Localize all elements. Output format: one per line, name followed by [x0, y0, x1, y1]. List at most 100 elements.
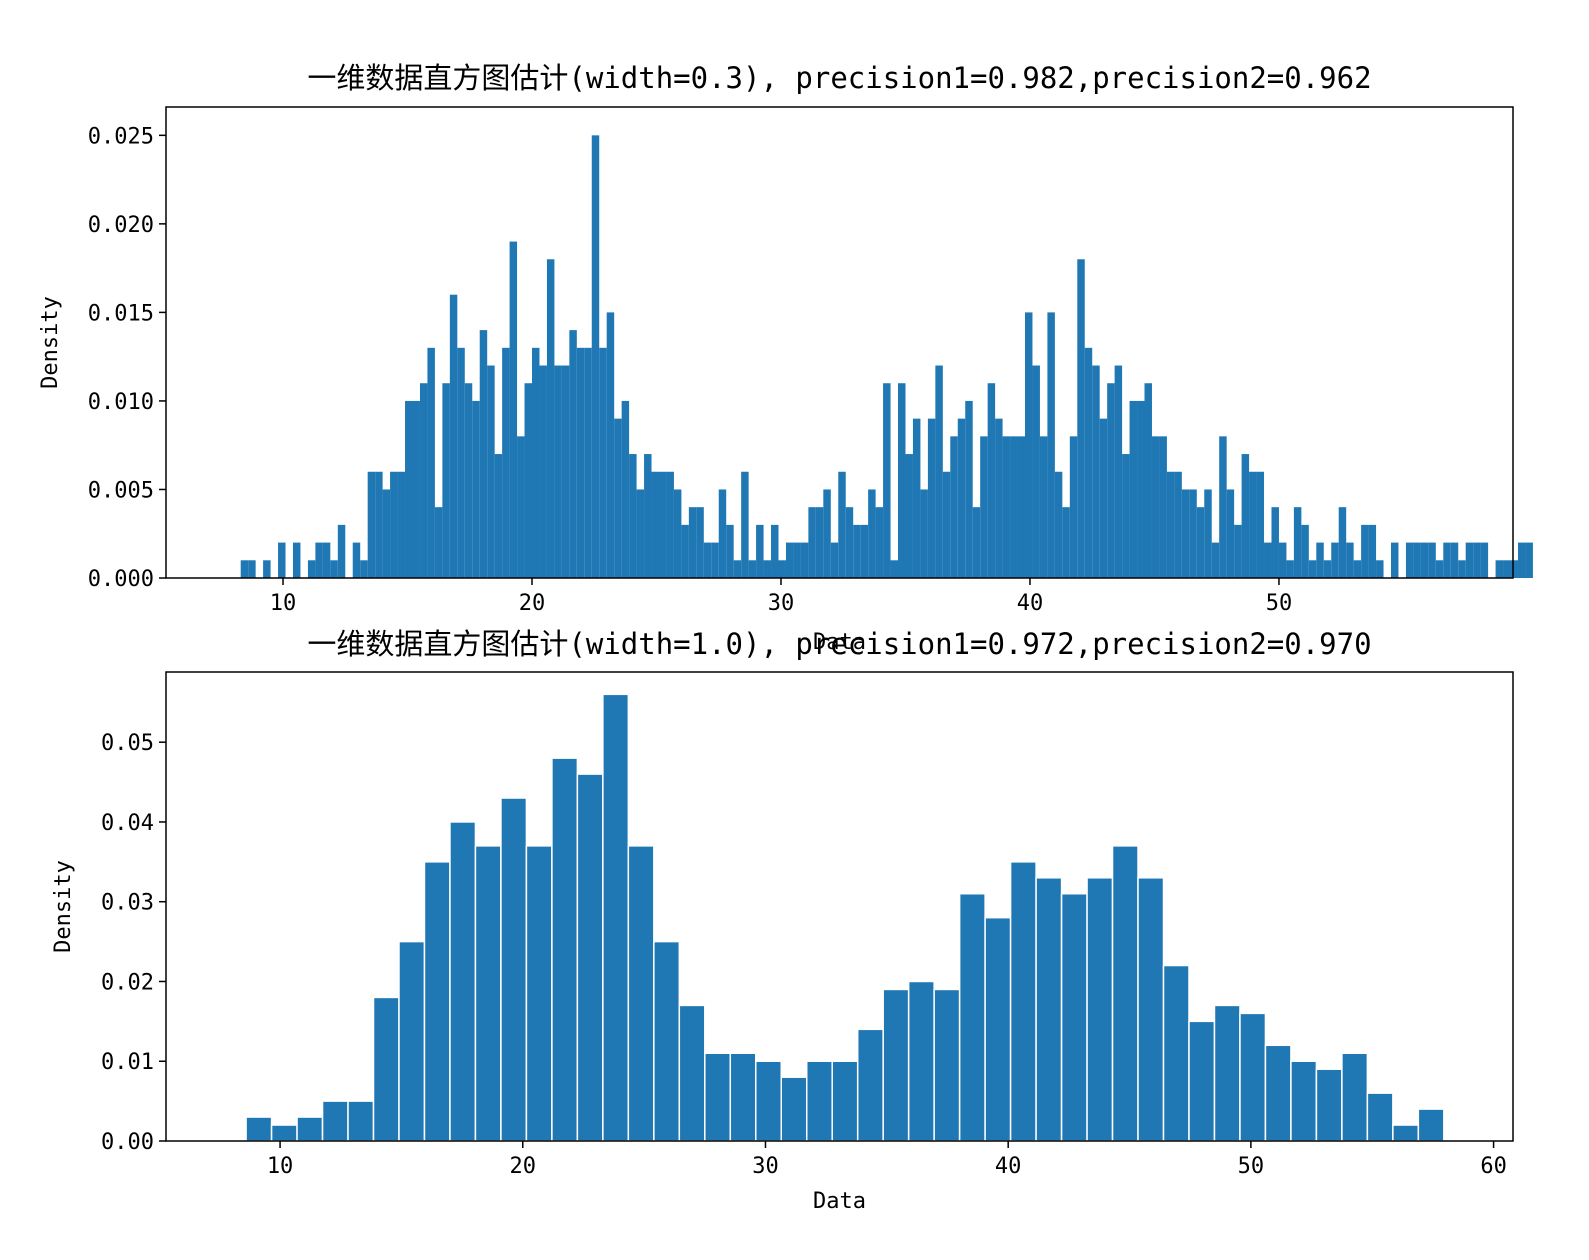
histogram-bar	[1099, 418, 1108, 578]
histogram-bar	[434, 507, 443, 578]
plot-frame	[165, 671, 1514, 1142]
histogram-bar	[965, 400, 973, 578]
histogram-bar	[1122, 454, 1130, 578]
x-tick-label: 20	[519, 591, 546, 616]
histogram-bar	[442, 383, 450, 578]
histogram-bar	[1301, 524, 1309, 578]
histogram-bar	[551, 757, 579, 1142]
histogram-bar	[412, 400, 420, 578]
histogram-bar	[627, 845, 655, 1142]
x-tick-label: 50	[1266, 591, 1293, 616]
histogram-bar	[1323, 560, 1332, 578]
histogram-bar	[472, 400, 480, 578]
histogram-bar	[1465, 542, 1474, 578]
histogram-bar	[1047, 312, 1055, 578]
histogram-bar	[398, 940, 426, 1142]
histogram-bar	[704, 1052, 732, 1142]
histogram-bar	[1144, 383, 1152, 578]
histogram-bar	[500, 797, 528, 1142]
y-tick-label: 0.000	[88, 567, 154, 592]
histogram-bar	[733, 560, 742, 578]
histogram-bar	[1271, 507, 1279, 578]
histogram-bar	[1278, 542, 1287, 578]
histogram-bar	[1174, 471, 1182, 578]
histogram-bar	[1239, 1012, 1267, 1142]
histogram-bar	[1077, 259, 1085, 578]
histogram-bar	[741, 471, 749, 578]
histogram-bar	[1376, 560, 1384, 578]
histogram-bar	[278, 542, 286, 578]
histogram-bar	[1188, 1020, 1216, 1142]
histogram-bar	[793, 542, 801, 578]
histogram-bar	[1069, 436, 1078, 578]
histogram-bar	[748, 560, 757, 578]
histogram-bar	[653, 940, 681, 1142]
histogram-bar	[457, 347, 465, 578]
histogram-bar	[1264, 1044, 1292, 1142]
x-tick-label: 60	[1480, 1154, 1507, 1179]
histogram-bar	[1353, 560, 1362, 578]
histogram-bar	[1458, 560, 1466, 578]
histogram-bar	[898, 383, 906, 578]
histogram-bar	[1062, 507, 1070, 578]
histogram-bar	[539, 365, 547, 578]
histogram-bar	[1129, 400, 1138, 578]
histogram-bar	[1162, 964, 1190, 1142]
histogram-bar	[321, 1100, 349, 1142]
histogram-bar	[935, 365, 943, 578]
histogram-bar	[1420, 542, 1429, 578]
y-tick-label: 0.03	[101, 891, 154, 916]
histogram-bar	[907, 980, 935, 1142]
chart-title: 一维数据直方图估计(width=1.0), precision1=0.972,p…	[307, 627, 1371, 661]
histogram-bar	[1366, 1092, 1394, 1142]
histogram-bar	[1503, 560, 1511, 578]
histogram-bar	[352, 542, 361, 578]
histogram-bar	[1346, 542, 1354, 578]
histogram-bar	[561, 365, 570, 578]
histogram-bar	[1060, 892, 1088, 1142]
histogram-bar	[576, 347, 585, 578]
histogram-bar	[591, 135, 600, 579]
histogram-bar	[423, 861, 451, 1142]
y-axis-label: Density	[38, 296, 63, 389]
histogram-bar	[1204, 489, 1212, 578]
histogram-bar	[474, 845, 502, 1142]
histogram-bar	[972, 507, 981, 578]
y-axis-label: Density	[51, 860, 76, 953]
histogram-bar	[890, 560, 899, 578]
histogram-bar	[1166, 471, 1175, 578]
histogram-bar	[1039, 436, 1048, 578]
histogram-bar	[382, 489, 391, 578]
x-tick-label: 40	[995, 1154, 1022, 1179]
histogram-bar	[927, 418, 936, 578]
histogram-bar	[1092, 365, 1100, 578]
histogram-bar	[711, 542, 719, 578]
histogram-bar	[1316, 542, 1324, 578]
histogram-bar	[957, 418, 966, 578]
histogram-bar	[1035, 877, 1063, 1142]
histogram-bar	[984, 916, 1012, 1142]
histogram-bar	[980, 436, 988, 578]
histogram-bar	[1181, 489, 1190, 578]
x-tick-label: 50	[1238, 1154, 1265, 1179]
histogram-bar	[785, 542, 794, 578]
bars	[245, 693, 1445, 1142]
histogram-bar	[509, 241, 518, 579]
histogram-bar	[1137, 400, 1145, 578]
histogram-bar	[360, 560, 368, 578]
histogram-bar	[831, 1060, 859, 1142]
histogram-bar	[678, 1004, 706, 1142]
y-tick-label: 0.025	[88, 124, 154, 149]
histogram-bar	[1151, 436, 1160, 578]
histogram-bar	[502, 347, 510, 578]
y-tick-label: 0.015	[88, 301, 154, 326]
histogram-bar	[673, 489, 682, 578]
histogram-bar	[337, 524, 346, 578]
histogram-bar	[1196, 507, 1205, 578]
histogram-bar	[771, 524, 779, 578]
histogram-bar	[1413, 542, 1421, 578]
histogram-bar	[347, 1100, 375, 1142]
histogram-bar	[995, 418, 1003, 578]
histogram-bar	[569, 330, 577, 578]
y-tick-label: 0.01	[101, 1050, 154, 1075]
